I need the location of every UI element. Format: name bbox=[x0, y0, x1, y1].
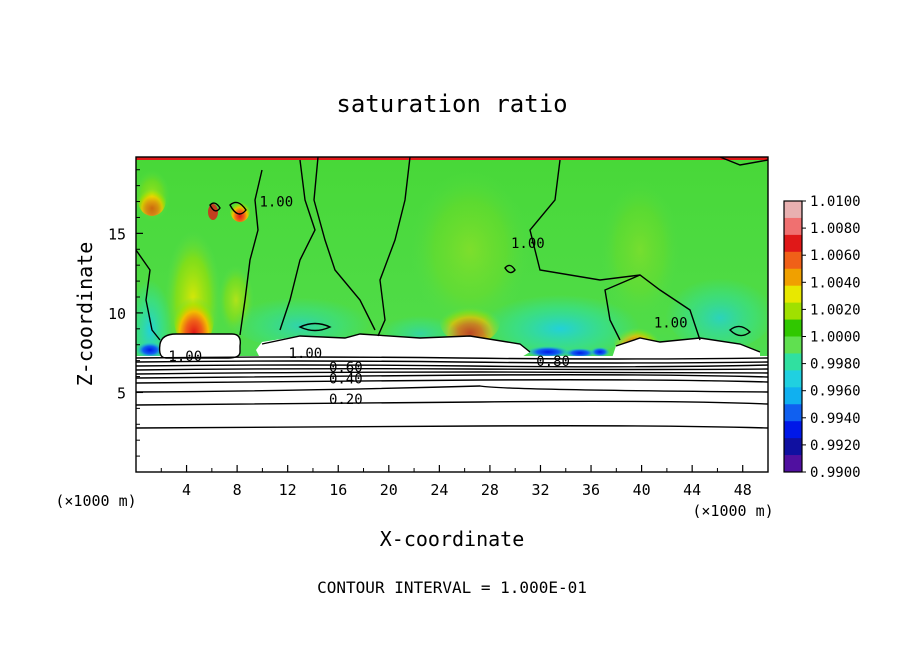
y-tick-label: 10 bbox=[108, 305, 126, 323]
colorbar-label: 1.0060 bbox=[810, 248, 861, 264]
contour-label: 0.80 bbox=[536, 354, 570, 370]
y-axis-unit: (×1000 m) bbox=[55, 492, 136, 510]
contour-label: 0.40 bbox=[329, 371, 363, 387]
x-tick-label: 44 bbox=[683, 481, 701, 499]
plot-frame bbox=[135, 156, 769, 473]
colorbar-label: 1.0040 bbox=[810, 275, 861, 291]
x-tick-label: 36 bbox=[582, 481, 600, 499]
saturation-field bbox=[136, 157, 768, 472]
colorbar-swatch bbox=[784, 234, 802, 253]
colorbar-swatch bbox=[784, 201, 802, 219]
colorbar-swatch bbox=[784, 251, 802, 270]
colorbar-swatch bbox=[784, 438, 802, 456]
x-tick-label: 12 bbox=[279, 481, 297, 499]
contour-label: 1.00 bbox=[511, 236, 545, 252]
contour-label: 1.00 bbox=[259, 195, 293, 211]
contour-lines bbox=[136, 157, 768, 429]
colorbar-swatch bbox=[784, 387, 802, 405]
contour-label: 0.60 bbox=[329, 360, 363, 376]
colorbar-swatch bbox=[784, 455, 802, 473]
colorbar-swatch bbox=[784, 336, 802, 354]
x-tick-label: 32 bbox=[531, 481, 549, 499]
colorbar-label: 1.0100 bbox=[810, 194, 861, 210]
colorbar-label: 0.9960 bbox=[810, 384, 861, 400]
colorbar-swatch bbox=[784, 404, 802, 422]
colorbar-label: 0.9900 bbox=[810, 465, 861, 481]
contour-labels: 1.00 1.00 1.00 1.00 1.00 0.80 0.600.40 0.20 bbox=[168, 195, 688, 408]
x-tick-label: 8 bbox=[233, 481, 242, 499]
colorbar-swatch bbox=[784, 370, 802, 388]
chart-title: saturation ratio bbox=[336, 90, 567, 118]
contour-label: 0.20 bbox=[329, 392, 363, 408]
colorbar: 1.0100 1.0080 1.0060 1.0040 1.0020 1.0000 0.99… bbox=[783, 194, 861, 481]
y-tick-label: 5 bbox=[117, 384, 126, 402]
colorbar-swatch bbox=[784, 268, 802, 287]
x-axis-label: X-coordinate bbox=[380, 527, 525, 551]
colorbar-label: 1.0000 bbox=[810, 330, 861, 346]
contour-label: 1.00 bbox=[289, 346, 323, 362]
colorbar-swatch bbox=[784, 421, 802, 439]
contour-interval-note: CONTOUR INTERVAL = 1.000E-01 bbox=[317, 578, 587, 597]
x-axis: 4 8 12 16 20 24 28 32 36 40 44 48 bbox=[160, 465, 769, 499]
y-tick-label: 15 bbox=[108, 225, 126, 243]
x-tick-label: 16 bbox=[329, 481, 347, 499]
y-axis: 5 10 15 bbox=[108, 169, 143, 457]
x-tick-label: 20 bbox=[380, 481, 398, 499]
x-tick-label: 4 bbox=[182, 481, 191, 499]
colorbar-swatch bbox=[784, 353, 802, 371]
x-tick-label: 28 bbox=[481, 481, 499, 499]
x-tick-label: 48 bbox=[734, 481, 752, 499]
colorbar-label: 0.9940 bbox=[810, 411, 861, 427]
x-tick-label: 24 bbox=[430, 481, 448, 499]
colorbar-label: 0.9980 bbox=[810, 357, 861, 373]
colorbar-swatch bbox=[784, 319, 802, 337]
colorbar-label: 1.0080 bbox=[810, 221, 861, 237]
contour-label: 1.00 bbox=[168, 349, 202, 365]
x-tick-label: 40 bbox=[633, 481, 651, 499]
colorbar-swatch bbox=[784, 302, 802, 321]
y-axis-label: Z-coordinate bbox=[73, 242, 97, 387]
colorbar-swatch bbox=[784, 285, 802, 304]
x-axis-unit: (×1000 m) bbox=[692, 502, 773, 520]
colorbar-swatch bbox=[784, 217, 802, 236]
colorbar-label: 0.9920 bbox=[810, 438, 861, 454]
colorbar-label: 1.0020 bbox=[810, 302, 861, 318]
contour-label: 1.00 bbox=[654, 316, 688, 332]
